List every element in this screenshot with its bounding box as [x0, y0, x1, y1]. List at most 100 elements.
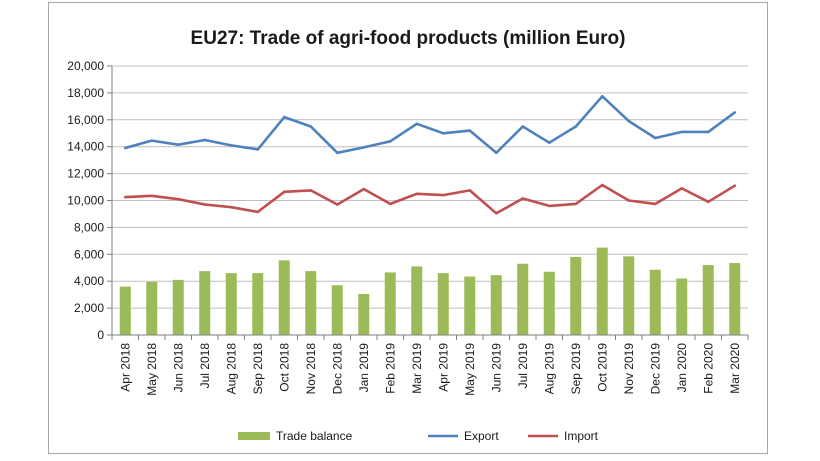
y-tick-label: 2,000 [74, 301, 104, 315]
y-tick-label: 16,000 [67, 113, 104, 127]
bar-trade-balance [623, 256, 635, 335]
line-series [123, 94, 737, 215]
x-tick-label: Aug 2018 [224, 343, 238, 395]
x-tick-label: Feb 2020 [701, 343, 715, 394]
bar-trade-balance [649, 269, 661, 335]
point-import [441, 193, 445, 197]
point-import [229, 205, 233, 209]
point-export [309, 125, 313, 128]
point-import [335, 203, 339, 206]
point-export [547, 141, 551, 144]
point-export [150, 139, 154, 142]
point-export [574, 125, 578, 128]
y-tick-label: 4,000 [74, 274, 104, 288]
point-export [733, 111, 737, 114]
bar-trade-balance [543, 271, 555, 335]
x-tick-label: Apr 2018 [118, 343, 132, 392]
point-import [653, 202, 657, 206]
point-export [335, 151, 339, 155]
line-export [124, 95, 736, 155]
point-import [256, 210, 260, 214]
x-tick-label: Nov 2018 [304, 343, 318, 395]
bar-trade-balance [570, 256, 582, 335]
y-tick-label: 8,000 [74, 220, 104, 234]
point-export [256, 148, 260, 151]
bar-trade-balance [411, 266, 423, 335]
x-tick-label: Feb 2019 [383, 343, 397, 394]
bar-trade-balance [702, 265, 714, 335]
point-export [203, 138, 207, 142]
point-export [123, 146, 127, 150]
chart-frame [48, 2, 768, 454]
point-export [388, 140, 392, 143]
point-export [521, 125, 525, 128]
line-import [125, 183, 736, 215]
point-export [282, 115, 286, 119]
bar-trade-balance [225, 273, 237, 335]
point-import [733, 184, 737, 188]
point-import [176, 197, 180, 201]
x-tick-label: Jan 2019 [357, 343, 371, 393]
bar-trade-balance [278, 260, 290, 335]
point-export [176, 143, 180, 146]
point-import [415, 192, 419, 196]
x-tick-label: Jun 2018 [171, 343, 185, 393]
point-import [600, 183, 604, 187]
point-import [521, 197, 525, 200]
x-tick-label: May 2019 [463, 343, 477, 396]
bar-trade-balance [331, 285, 343, 335]
x-tick-label: Mar 2020 [728, 343, 742, 394]
y-tick-label: 12,000 [67, 167, 104, 181]
point-export [600, 94, 604, 98]
y-tick-label: 6,000 [74, 247, 104, 261]
point-import [362, 187, 366, 191]
bar-trade-balance [729, 263, 741, 335]
bar-trade-balance [676, 278, 688, 335]
point-import [574, 202, 578, 206]
point-export [229, 144, 233, 147]
y-axis: 0 2,000 4,000 6,000 8,000 10,000 12,000 14,000 1… [67, 59, 113, 342]
point-import [468, 189, 472, 192]
point-export [362, 146, 366, 149]
bar-trade-balance [464, 276, 476, 335]
bar-trade-balance [172, 279, 184, 335]
x-tick-label: Sep 2018 [251, 343, 265, 395]
legend-label-trade-balance: Trade balance [276, 429, 353, 443]
bar-trade-balance [305, 271, 317, 335]
x-tick-label: Dec 2018 [330, 343, 344, 395]
y-tick-label: 18,000 [67, 86, 104, 100]
point-export [415, 122, 419, 126]
point-import [282, 190, 286, 194]
point-import [680, 187, 684, 190]
legend-label-import: Import [564, 429, 599, 443]
point-import [388, 202, 392, 206]
x-tick-label: Dec 2019 [648, 343, 662, 395]
y-tick-label: 14,000 [67, 140, 104, 154]
bar-trade-balance [252, 273, 264, 335]
legend-label-export: Export [464, 429, 499, 443]
x-tick-label: Sep 2019 [569, 343, 583, 395]
x-tick-label: Jul 2019 [516, 343, 530, 389]
x-tick-label: Jun 2019 [489, 343, 503, 393]
bar-series [119, 247, 741, 335]
bar-trade-balance [596, 247, 608, 335]
y-tick-label: 10,000 [67, 194, 104, 208]
x-tick-label: Mar 2019 [410, 343, 424, 394]
bar-trade-balance [199, 271, 211, 335]
legend: Trade balance Export Import [238, 429, 599, 443]
y-tick-label: 0 [97, 328, 104, 342]
point-import [494, 211, 498, 215]
bar-trade-balance [437, 273, 449, 335]
gridlines [112, 65, 748, 309]
point-import [123, 195, 127, 199]
point-export [653, 136, 657, 140]
y-tick-label: 20,000 [67, 59, 104, 73]
x-tick-label: Aug 2019 [542, 343, 556, 395]
x-axis: Apr 2018 May 2018 Jun 2018 Jul 2018 Aug 2018… [111, 334, 749, 396]
chart-title: EU27: Trade of agri-food products (milli… [190, 28, 626, 49]
x-tick-label: May 2018 [145, 343, 159, 396]
bar-trade-balance [490, 275, 502, 335]
x-tick-label: Jul 2018 [198, 343, 212, 389]
point-import [203, 203, 207, 206]
